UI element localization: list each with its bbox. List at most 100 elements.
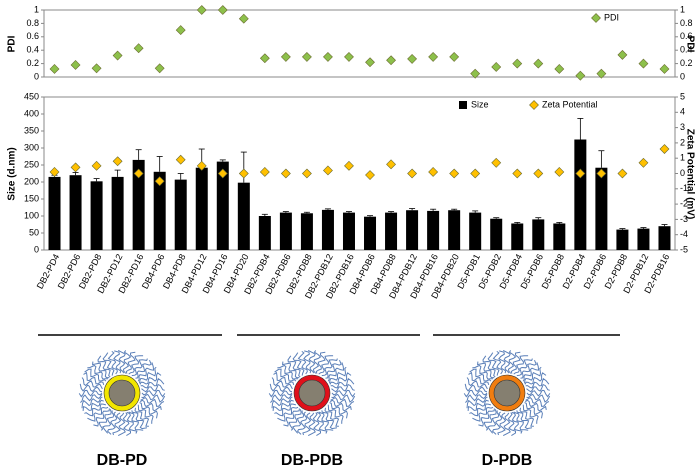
chain — [312, 412, 321, 437]
chain — [296, 411, 308, 435]
marker — [407, 168, 418, 179]
marker — [638, 157, 649, 168]
chain — [497, 412, 507, 436]
bar — [637, 228, 650, 250]
y-tick-label: 0 — [34, 244, 39, 254]
legend-marker — [591, 13, 601, 23]
chain — [292, 410, 305, 434]
y2-tick-label: 0.2 — [680, 58, 693, 68]
chain — [507, 350, 517, 374]
y2-tick-label: 0.4 — [680, 45, 693, 55]
marker — [512, 168, 523, 179]
marker — [323, 51, 333, 62]
marker — [70, 60, 81, 70]
marker — [638, 58, 649, 69]
chain — [524, 366, 542, 384]
marker — [596, 168, 607, 179]
marker — [449, 168, 460, 179]
y-tick-label: 0.2 — [26, 58, 39, 68]
chain — [526, 383, 550, 393]
chain — [141, 393, 166, 403]
chain — [98, 409, 112, 431]
bar — [279, 212, 292, 250]
chain — [97, 355, 111, 378]
marker — [659, 64, 670, 74]
chain — [329, 399, 352, 412]
chain — [321, 358, 338, 377]
bar — [511, 223, 524, 250]
chain — [277, 364, 299, 380]
bar — [195, 167, 208, 250]
chain — [131, 358, 148, 377]
chain — [331, 383, 355, 393]
chain — [302, 412, 312, 436]
y-tick-label: 300 — [24, 142, 39, 152]
core — [108, 379, 136, 407]
chain — [287, 355, 301, 378]
chain — [102, 352, 115, 376]
bar — [469, 212, 482, 250]
chain — [277, 406, 299, 422]
y2-tick-label: 0 — [680, 168, 685, 178]
chain — [81, 377, 103, 390]
bar — [574, 139, 587, 250]
marker — [175, 154, 186, 165]
marker — [596, 68, 607, 79]
plot-frame — [43, 9, 676, 78]
chain — [137, 362, 155, 382]
chain — [469, 403, 492, 417]
bar — [321, 209, 334, 250]
y-tick-label: 0.6 — [26, 31, 39, 41]
y2-tick-label: 5 — [680, 91, 685, 101]
chain — [312, 350, 322, 374]
y-tick-label: 0 — [34, 71, 39, 81]
marker — [154, 63, 165, 74]
chain — [283, 408, 300, 427]
bar — [448, 210, 461, 250]
marker — [470, 68, 481, 79]
chain — [329, 366, 347, 384]
chain — [297, 350, 308, 375]
y2-tick-label: -2 — [680, 198, 688, 208]
chain — [87, 406, 109, 422]
bar — [90, 181, 103, 250]
marker — [575, 70, 586, 81]
marker — [196, 5, 207, 15]
chain — [330, 377, 355, 389]
chain — [84, 403, 107, 417]
chain — [321, 410, 338, 430]
bar — [342, 212, 355, 250]
chain — [525, 396, 550, 407]
chain — [510, 351, 521, 374]
chain — [126, 411, 138, 434]
chain — [82, 399, 104, 411]
marker — [217, 5, 228, 15]
marker — [154, 176, 165, 187]
chain — [498, 350, 507, 374]
chain — [526, 389, 551, 398]
marker — [491, 157, 502, 168]
marker — [554, 167, 565, 177]
marker — [365, 57, 375, 68]
chain — [139, 402, 158, 419]
marker — [196, 160, 207, 171]
bar — [427, 210, 440, 250]
chain — [131, 410, 148, 430]
chain — [524, 372, 547, 385]
chain — [122, 350, 132, 374]
marker — [407, 53, 418, 64]
marker — [259, 167, 270, 177]
marker — [280, 51, 291, 62]
chain — [271, 396, 293, 409]
chain — [274, 403, 297, 417]
bar — [153, 171, 166, 250]
chain — [525, 377, 550, 389]
chain — [122, 412, 131, 437]
chain — [139, 366, 157, 384]
marker — [533, 168, 544, 179]
marker — [49, 64, 60, 74]
group-label: D-PDB — [482, 452, 533, 469]
chain — [468, 371, 490, 386]
y2-tick-label: 1 — [680, 4, 685, 14]
chain — [141, 389, 166, 398]
